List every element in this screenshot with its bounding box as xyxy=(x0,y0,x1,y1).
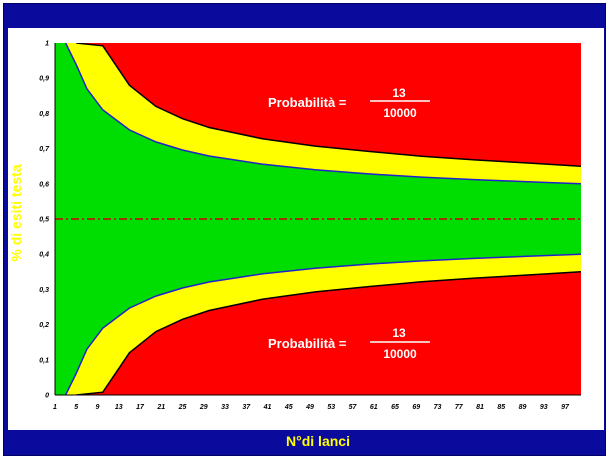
boundary-lines xyxy=(55,43,581,395)
x-tick-label: 9 xyxy=(96,404,100,411)
x-tick-label: 1 xyxy=(53,404,57,411)
x-tick-label: 41 xyxy=(263,404,272,411)
upper-outer-boundary-line xyxy=(76,43,581,167)
y-tick-label: 0,9 xyxy=(39,76,49,83)
y-tick-label: 0,8 xyxy=(39,111,49,118)
y-tick-label: 0,6 xyxy=(39,181,49,188)
x-tick-label: 5 xyxy=(74,404,78,411)
y-tick-labels: 0 0,1 0,2 0,3 0,4 0,5 0,6 0,7 0,8 0,9 1 xyxy=(39,41,50,400)
x-tick-label: 57 xyxy=(349,404,358,411)
annotation-lower-numerator: 13 xyxy=(392,326,406,340)
x-tick-label: 29 xyxy=(199,404,208,411)
x-tick-label: 45 xyxy=(284,404,293,411)
x-tick-label: 21 xyxy=(156,404,165,411)
y-tick-label: 0 xyxy=(45,393,49,400)
axes xyxy=(54,43,581,396)
x-tick-label: 73 xyxy=(434,404,442,411)
upper-inner-boundary-line xyxy=(64,43,581,185)
annotation-lower-denominator: 10000 xyxy=(383,347,417,361)
x-tick-label: 61 xyxy=(370,404,378,411)
x-tick-label: 93 xyxy=(540,404,548,411)
y-tick-label: 1 xyxy=(45,41,49,48)
annotation-upper: Probabilità = 13 10000 xyxy=(268,86,430,120)
y-axis-title: % di esiti testa xyxy=(8,164,24,261)
y-tick-label: 0,1 xyxy=(39,357,49,364)
y-tick-label: 0,5 xyxy=(39,217,49,224)
y-tick-label: 0,7 xyxy=(39,146,50,153)
x-tick-label: 81 xyxy=(476,404,484,411)
annotation-lower-label: Probabilità = xyxy=(268,336,347,351)
y-tick-label: 0,4 xyxy=(39,252,49,259)
x-tick-label: 49 xyxy=(305,404,314,411)
lower-outer-boundary-line xyxy=(76,271,581,395)
y-tick-label: 0,2 xyxy=(39,322,49,329)
x-tick-label: 53 xyxy=(327,404,335,411)
annotation-upper-denominator: 10000 xyxy=(383,106,417,120)
x-tick-label: 25 xyxy=(178,404,187,411)
annotation-lower: Probabilità = 13 10000 xyxy=(268,326,430,361)
lower-inner-boundary-line xyxy=(64,253,581,395)
x-tick-label: 97 xyxy=(561,404,570,411)
x-tick-label: 85 xyxy=(497,404,505,411)
x-tick-label: 89 xyxy=(519,404,527,411)
y-tick-label: 0,3 xyxy=(39,287,49,294)
x-tick-label: 17 xyxy=(136,404,145,411)
x-tick-label: 33 xyxy=(221,404,229,411)
x-axis-title: N°di lanci xyxy=(286,433,350,449)
x-tick-label: 37 xyxy=(242,404,251,411)
annotation-upper-label: Probabilità = xyxy=(268,95,347,110)
x-tick-label: 77 xyxy=(455,404,464,411)
x-tick-labels: 1 5 9 13 17 21 25 29 33 37 41 45 49 53 57 61 65 69 73 77 81 8… xyxy=(53,404,570,411)
annotation-upper-numerator: 13 xyxy=(392,86,406,100)
x-tick-label: 13 xyxy=(115,404,123,411)
x-tick-label: 65 xyxy=(391,404,399,411)
x-tick-label: 69 xyxy=(412,404,420,411)
